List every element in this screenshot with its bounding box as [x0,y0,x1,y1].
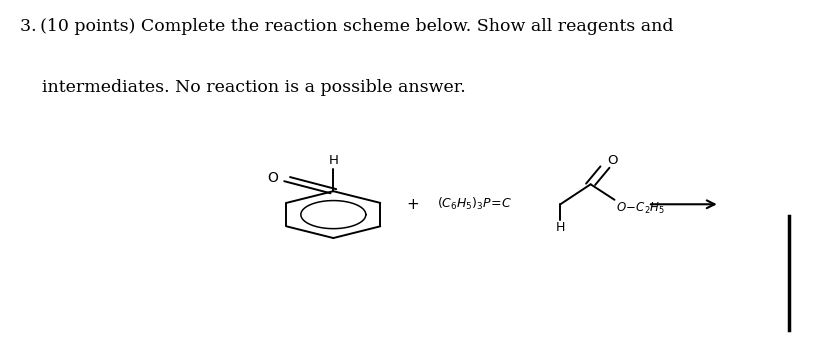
Text: 3. (10 points) Complete the reaction scheme below. Show all reagents and: 3. (10 points) Complete the reaction sch… [21,18,673,35]
Text: O: O [267,172,278,186]
Text: $O\!-\!C_2H_5$: $O\!-\!C_2H_5$ [615,201,664,216]
Text: O: O [607,154,618,167]
Text: H: H [555,221,564,234]
Text: intermediates. No reaction is a possible answer.: intermediates. No reaction is a possible… [21,78,466,96]
Text: +: + [406,197,418,212]
Text: H: H [328,154,338,167]
Text: $(C_6H_5)_3P\!=\!C$: $(C_6H_5)_3P\!=\!C$ [437,196,512,212]
